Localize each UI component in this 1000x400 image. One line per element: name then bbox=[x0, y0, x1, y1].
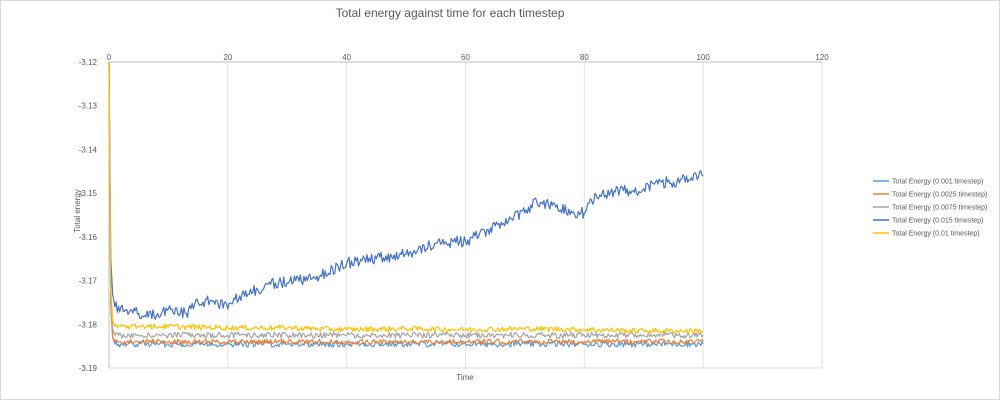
grid bbox=[109, 62, 823, 369]
series-line-3 bbox=[108, 61, 704, 320]
legend-label: Total Energy (0.015 timestep) bbox=[892, 218, 983, 225]
chart-title: Total energy against time for each times… bbox=[336, 6, 565, 20]
x-axis-label: Time bbox=[456, 373, 474, 382]
series-line-0 bbox=[108, 61, 704, 348]
series-line-2 bbox=[108, 61, 704, 339]
x-tick-label: 100 bbox=[696, 53, 710, 62]
legend-label: Total Energy (0.0075 timestep) bbox=[892, 205, 987, 212]
series-line-4 bbox=[108, 61, 704, 334]
x-tick-label: 60 bbox=[461, 53, 470, 62]
axes: 0 20 40 60 80 100 120 -3.12 -3.13 -3.14 -3.15 -3.16… bbox=[79, 53, 829, 373]
x-tick-label: 80 bbox=[580, 53, 589, 62]
y-axis-label: Total energy bbox=[73, 189, 82, 233]
y-tick-label: -3.12 bbox=[79, 58, 98, 67]
plot-series bbox=[108, 61, 704, 348]
y-tick-label: -3.17 bbox=[79, 277, 98, 286]
y-tick-label: -3.16 bbox=[79, 233, 98, 242]
y-tick-label: -3.15 bbox=[79, 189, 98, 198]
legend: Total Energy (0.001 timestep) Total Energ… bbox=[873, 179, 987, 238]
y-tick-label: -3.19 bbox=[79, 364, 98, 373]
series-line-1 bbox=[108, 61, 704, 345]
x-tick-label: 120 bbox=[815, 53, 829, 62]
legend-label: Total Energy (0.0025 timestep) bbox=[892, 192, 987, 199]
x-tick-label: 20 bbox=[223, 53, 232, 62]
x-tick-label: 0 bbox=[107, 53, 112, 62]
x-tick-label: 40 bbox=[342, 53, 351, 62]
legend-label: Total Energy (0.01 timestep) bbox=[892, 231, 980, 238]
y-tick-label: -3.18 bbox=[79, 320, 98, 329]
y-tick-label: -3.14 bbox=[79, 145, 98, 154]
legend-label: Total Energy (0.001 timestep) bbox=[892, 179, 983, 186]
y-tick-label: -3.13 bbox=[79, 102, 98, 111]
